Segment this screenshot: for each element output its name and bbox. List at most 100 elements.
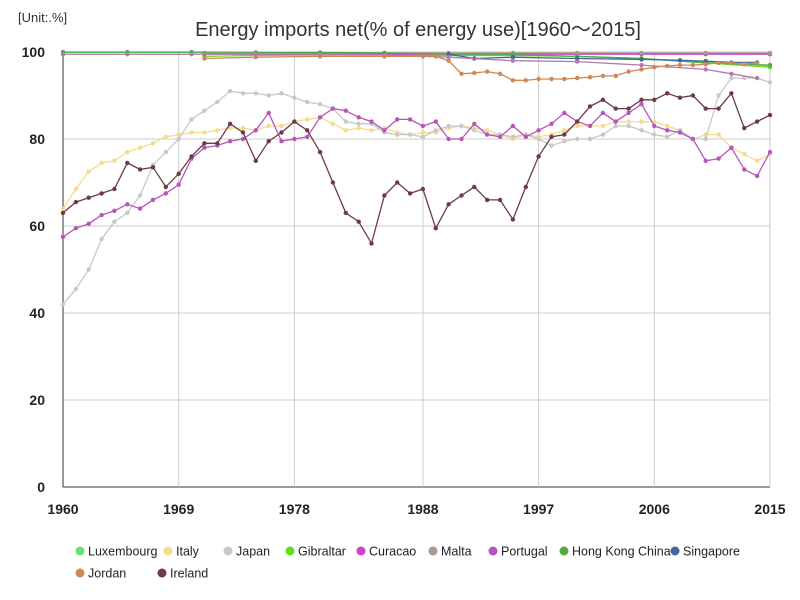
data-point <box>433 226 438 231</box>
series-line <box>62 116 771 209</box>
data-point <box>729 71 734 77</box>
data-point <box>150 197 156 203</box>
y-tick-label: 0 <box>37 479 45 495</box>
data-point <box>279 91 284 96</box>
data-point <box>99 236 104 242</box>
data-point <box>472 70 477 76</box>
data-point <box>497 197 503 203</box>
data-point <box>369 241 374 246</box>
data-point <box>60 210 66 216</box>
data-point <box>716 93 721 98</box>
data-point <box>382 54 387 59</box>
data-point <box>407 132 413 137</box>
data-point <box>266 110 271 116</box>
data-point <box>665 63 670 69</box>
legend-label: Malta <box>441 545 472 559</box>
data-point <box>215 141 220 146</box>
data-point <box>472 121 477 127</box>
legend-label: Hong Kong China <box>572 545 671 559</box>
legend-marker <box>285 546 295 556</box>
data-point <box>600 97 606 103</box>
data-point <box>729 75 734 81</box>
data-point <box>356 121 361 127</box>
data-point <box>330 106 336 111</box>
data-point <box>446 123 451 129</box>
data-point <box>356 219 361 224</box>
data-point <box>639 62 644 68</box>
data-point <box>587 123 593 129</box>
data-point <box>497 71 503 77</box>
data-point <box>626 69 631 74</box>
data-point <box>562 128 567 133</box>
data-point <box>703 61 708 67</box>
data-point <box>292 136 297 142</box>
data-point <box>163 191 168 196</box>
series-line <box>62 103 771 238</box>
data-point <box>99 191 104 196</box>
data-point <box>639 50 644 56</box>
data-point <box>125 160 130 166</box>
legend-marker <box>428 546 438 556</box>
data-point <box>330 121 336 127</box>
data-point <box>626 106 631 111</box>
data-point <box>215 99 220 105</box>
data-point <box>613 73 618 79</box>
data-point <box>665 128 670 133</box>
chart-title: Energy imports net(% of energy use)[1960… <box>195 19 641 41</box>
data-point <box>227 139 233 144</box>
data-point <box>125 149 130 155</box>
data-point <box>407 191 413 196</box>
x-tick-label: 1978 <box>279 501 310 517</box>
data-point <box>754 158 760 163</box>
data-point <box>600 132 606 137</box>
data-point <box>459 136 464 142</box>
data-point <box>305 117 310 122</box>
data-point <box>343 108 348 113</box>
data-point <box>575 59 580 64</box>
data-point <box>86 221 91 226</box>
data-point <box>562 76 567 82</box>
data-point <box>176 182 181 187</box>
data-point <box>343 119 348 124</box>
data-point <box>703 58 708 64</box>
data-point <box>575 119 580 124</box>
data-point <box>446 58 451 63</box>
data-point <box>356 115 361 120</box>
data-point <box>459 71 464 77</box>
legend-label: Japan <box>236 545 270 559</box>
data-point <box>60 52 66 57</box>
data-point <box>446 202 451 207</box>
data-point <box>60 234 66 240</box>
legend-marker <box>163 546 173 556</box>
legend-label: Portugal <box>501 545 548 559</box>
data-point <box>163 149 168 155</box>
series-line <box>62 92 771 246</box>
data-point <box>497 134 503 139</box>
x-tick-label: 2015 <box>754 501 785 517</box>
legend-label: Gibraltar <box>298 545 346 559</box>
x-tick-label: 1988 <box>407 501 438 517</box>
y-tick-label: 100 <box>22 44 46 60</box>
data-point <box>575 75 580 81</box>
data-point <box>652 119 657 124</box>
data-point <box>240 130 246 135</box>
data-point <box>510 78 516 83</box>
data-point <box>420 130 426 135</box>
data-point <box>523 184 528 190</box>
series-layer <box>60 49 773 307</box>
data-point <box>202 145 207 150</box>
data-point <box>729 145 734 150</box>
data-point <box>176 136 181 142</box>
data-point <box>459 123 464 129</box>
x-tick-label: 2006 <box>639 501 670 517</box>
data-point <box>767 62 773 68</box>
data-point <box>485 69 490 74</box>
legend-marker <box>157 568 167 578</box>
x-tick-label: 1969 <box>163 501 194 517</box>
data-point <box>369 119 374 124</box>
data-point <box>420 123 426 129</box>
data-point <box>767 149 773 155</box>
data-point <box>292 119 297 124</box>
data-point <box>330 180 336 185</box>
